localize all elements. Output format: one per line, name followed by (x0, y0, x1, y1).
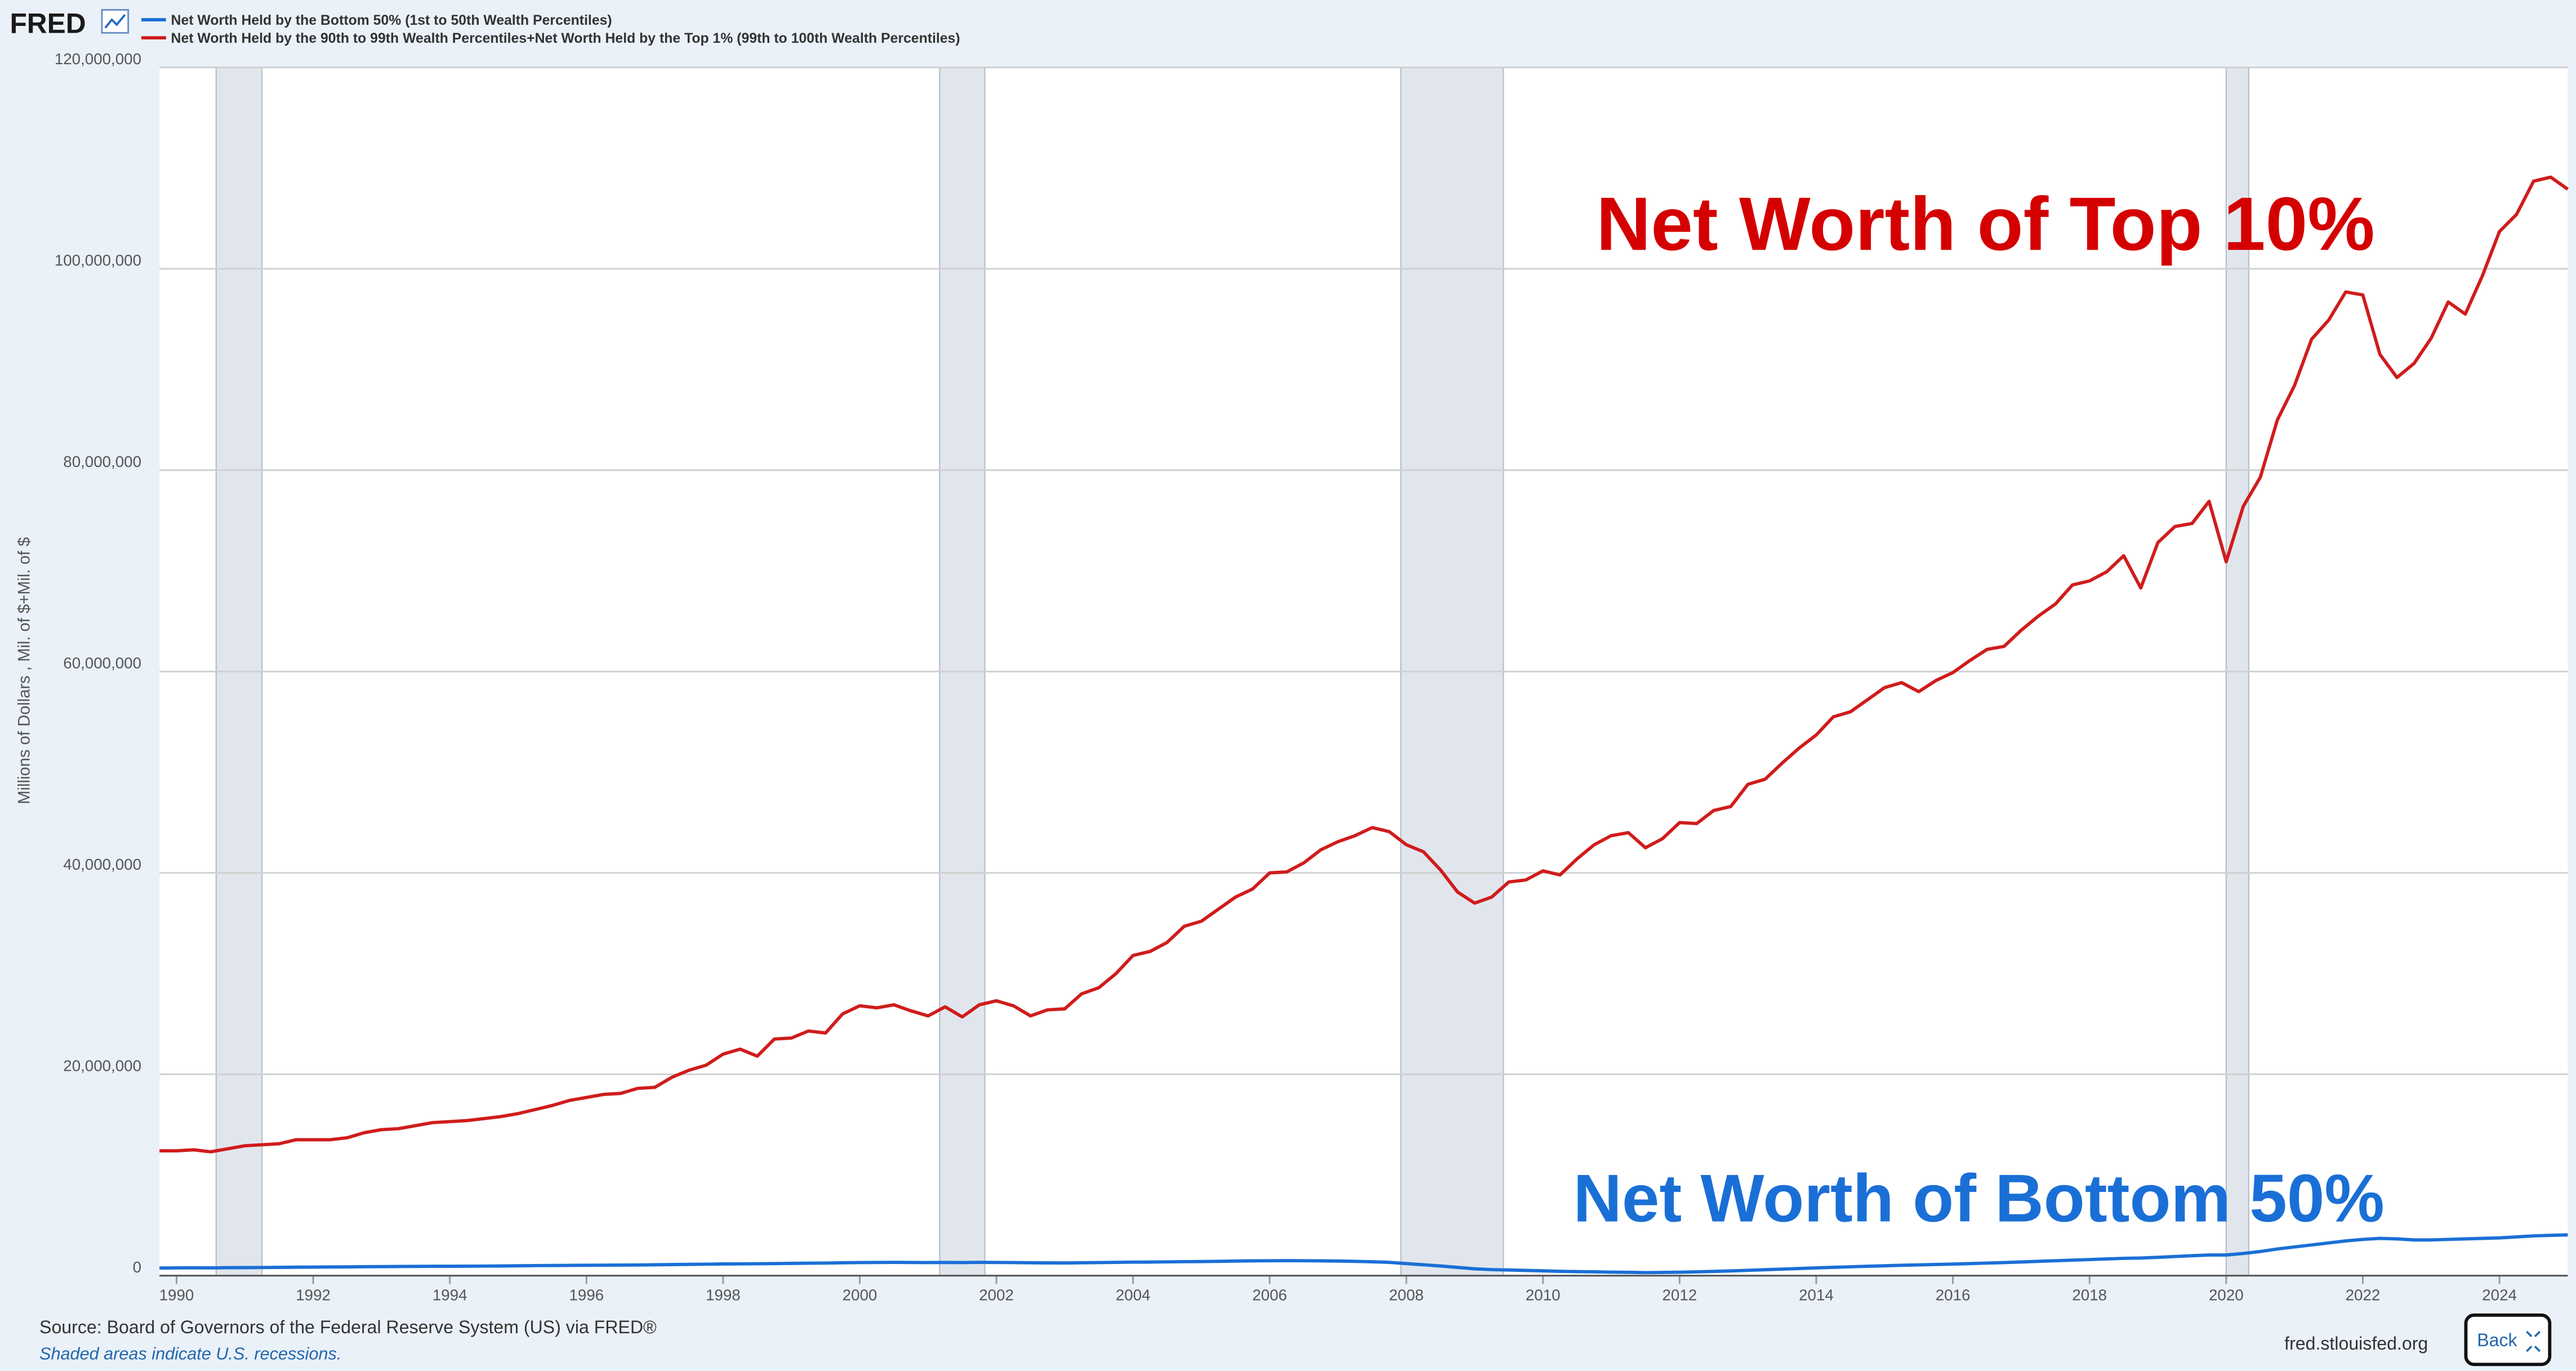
x-tick-label: 2020 (2209, 1287, 2244, 1304)
back-button-icon[interactable] (2526, 1330, 2541, 1352)
logo: FRED (10, 7, 86, 39)
x-tick-label: 1994 (433, 1287, 467, 1304)
y-tick-label: 80,000,000 (63, 453, 141, 470)
source: Source: Board of Governors of the Federa… (39, 1317, 657, 1337)
x-tick-label: 2000 (843, 1287, 877, 1304)
x-tick-label: 2006 (1253, 1287, 1287, 1304)
x-tick-label: 2018 (2072, 1287, 2107, 1304)
x-tick-label: 2012 (1663, 1287, 1697, 1304)
series-line (159, 1233, 2568, 1275)
y-tick-label: 60,000,000 (63, 654, 141, 671)
annotation: Net Worth of Bottom 50% (1573, 1161, 2384, 1236)
site: fred.stlouisfed.org (2284, 1333, 2428, 1354)
y-tick-label: 0 (133, 1258, 141, 1276)
legend-label: Net Worth Held by the Bottom 50% (1st to… (171, 13, 612, 28)
y-axis-label: Millions of Dollars , Mil. of $+Mil. of … (16, 537, 34, 804)
y-tick-label: 20,000,000 (63, 1057, 141, 1074)
legend-label: Net Worth Held by the 90th to 99th Wealt… (171, 31, 960, 46)
x-tick-label: 2004 (1116, 1287, 1151, 1304)
x-tick-label: 2014 (1799, 1287, 1834, 1304)
x-tick-label: 1996 (569, 1287, 604, 1304)
back-button[interactable]: Back (2464, 1313, 2552, 1366)
x-tick-label: 1998 (706, 1287, 741, 1304)
x-tick-label: 2008 (1389, 1287, 1424, 1304)
x-tick-label: 1992 (296, 1287, 331, 1304)
back-button-label[interactable]: Back (2477, 1330, 2517, 1350)
x-tick-label: 2016 (1936, 1287, 1971, 1304)
note: Shaded areas indicate U.S. recessions. (39, 1345, 341, 1364)
x-tick-label: 2022 (2346, 1287, 2381, 1304)
series-line (159, 175, 2569, 1154)
y-tick-label: 120,000,000 (55, 50, 141, 68)
annotation: Net Worth of Top 10% (1596, 182, 2374, 266)
x-tick-label: 2002 (979, 1287, 1014, 1304)
y-tick-label: 100,000,000 (55, 251, 141, 269)
x-tick-label: 1990 (159, 1287, 194, 1304)
x-tick-label: 2010 (1526, 1287, 1561, 1304)
y-tick-label: 40,000,000 (63, 856, 141, 873)
x-tick-label: 2024 (2482, 1287, 2517, 1304)
logo-icon (101, 9, 130, 34)
back-button-frame[interactable] (2464, 1313, 2552, 1366)
